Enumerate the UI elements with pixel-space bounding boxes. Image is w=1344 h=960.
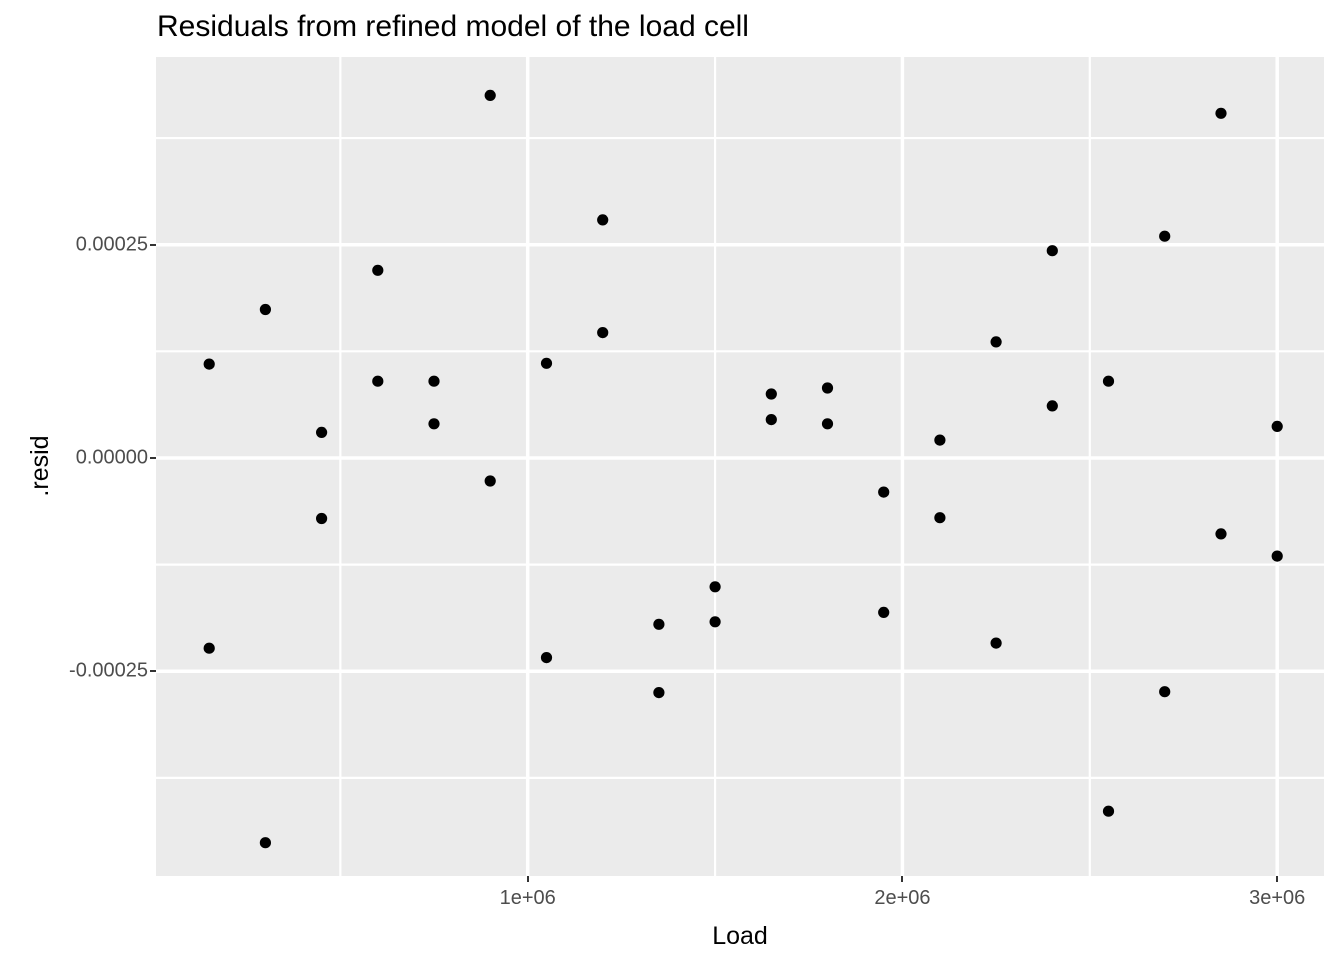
data-point — [1215, 107, 1227, 119]
data-point — [709, 581, 721, 593]
data-point — [484, 89, 496, 101]
data-point — [934, 434, 946, 446]
y-axis-title: .resid — [26, 435, 55, 497]
data-point — [1271, 550, 1283, 562]
data-point — [372, 264, 384, 276]
data-point — [878, 606, 890, 619]
data-point — [878, 486, 890, 498]
data-point — [653, 687, 665, 699]
x-tick-label: 1e+06 — [499, 887, 556, 909]
data-point — [709, 616, 721, 628]
scatter-plot-canvas — [156, 57, 1324, 876]
data-point — [259, 837, 271, 849]
x-axis-tick-mark — [901, 876, 904, 882]
data-point — [1159, 686, 1171, 698]
data-point — [597, 214, 609, 226]
data-point — [203, 358, 215, 370]
data-point — [484, 475, 496, 487]
panel-background — [156, 57, 1324, 876]
data-point — [1271, 420, 1283, 432]
data-point — [821, 418, 834, 430]
data-point — [259, 303, 271, 316]
y-axis-tick-mark — [150, 670, 156, 673]
data-point — [1046, 400, 1058, 412]
data-point — [934, 512, 946, 524]
data-point — [1102, 805, 1115, 817]
data-point — [540, 652, 553, 664]
data-point — [765, 414, 777, 426]
data-point — [428, 418, 440, 430]
data-point — [428, 375, 440, 387]
data-point — [203, 642, 215, 654]
data-point — [1046, 245, 1058, 257]
data-point — [372, 375, 384, 387]
x-axis-tick-mark — [526, 876, 529, 882]
data-point — [990, 336, 1002, 348]
data-point — [540, 357, 553, 369]
data-point — [316, 426, 328, 438]
x-axis-tick-mark — [1276, 876, 1279, 882]
x-tick-label: 3e+06 — [1249, 887, 1306, 909]
y-axis-tick-mark — [150, 456, 156, 459]
data-point — [1159, 230, 1171, 242]
data-point — [1215, 528, 1227, 540]
data-point — [1102, 375, 1115, 387]
x-tick-label: 2e+06 — [874, 887, 931, 909]
data-point — [597, 327, 609, 339]
data-point — [821, 382, 834, 394]
y-tick-label: 0.00000 — [75, 446, 148, 469]
data-point — [765, 388, 777, 400]
data-point — [316, 512, 328, 525]
y-tick-label: -0.00025 — [69, 659, 148, 682]
data-point — [990, 637, 1002, 649]
plot-panel — [156, 57, 1324, 876]
data-point — [653, 618, 665, 630]
x-axis-title: Load — [712, 922, 768, 950]
plot-title: Residuals from refined model of the load… — [157, 10, 749, 43]
y-tick-label: 0.00025 — [75, 233, 148, 256]
y-axis-tick-mark — [150, 243, 156, 246]
